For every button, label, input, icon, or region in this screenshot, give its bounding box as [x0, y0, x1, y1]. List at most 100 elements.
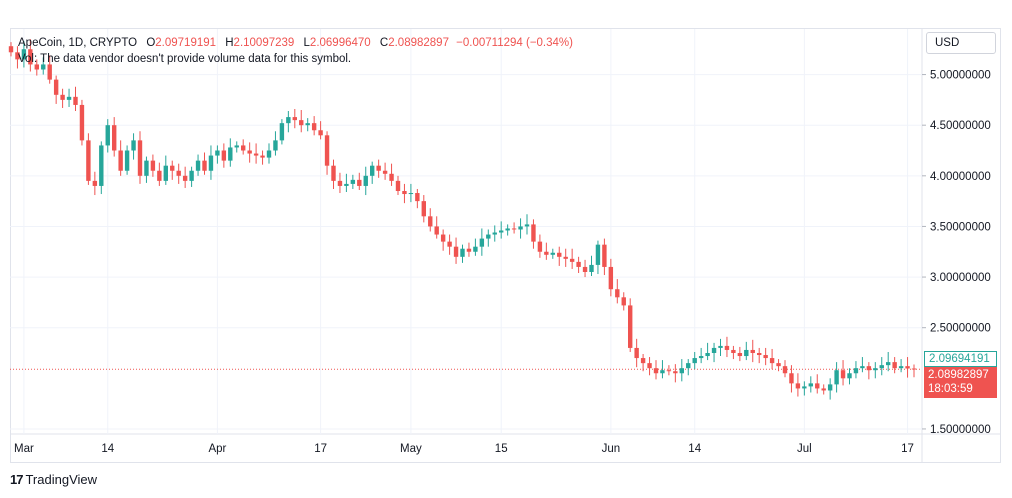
chart-frame[interactable] [10, 28, 1001, 463]
candle-body [260, 155, 265, 158]
candle [847, 368, 852, 385]
candle [557, 246, 562, 266]
brand-name: TradingView [25, 472, 98, 487]
candle-body [486, 234, 491, 239]
candle [137, 131, 143, 184]
candle [757, 347, 762, 364]
candle [853, 361, 859, 379]
candle-body [834, 370, 839, 385]
candle-body [763, 355, 768, 359]
candle [292, 108, 297, 129]
candle [428, 208, 433, 232]
candle [382, 162, 388, 180]
x-tick-label: 17 [314, 443, 327, 455]
candle-body [524, 224, 530, 227]
candle-body [557, 252, 562, 257]
candle [157, 162, 162, 186]
candle-body [182, 175, 188, 181]
candle-body [898, 366, 904, 369]
candle [34, 59, 39, 76]
candle [453, 237, 459, 264]
x-tick-label: Jun [602, 443, 621, 455]
candle-body [653, 368, 659, 374]
candle-body [750, 349, 755, 353]
candle [589, 255, 594, 277]
candle [279, 119, 285, 145]
candle-body [544, 251, 549, 255]
y-tick-label: 1.50000000 [930, 424, 991, 436]
candle [873, 362, 878, 379]
candle-body [711, 347, 717, 353]
candle-body [144, 160, 149, 176]
last-price-value: 2.08982897 [928, 369, 989, 381]
candle-body [492, 232, 497, 235]
candle-body [99, 145, 104, 186]
candle [408, 183, 414, 203]
candle-body [511, 228, 517, 230]
candle [208, 145, 214, 180]
candle-body [589, 264, 594, 272]
candle [370, 161, 375, 184]
candle-body [208, 155, 214, 171]
candle-body [815, 383, 820, 389]
candle [86, 133, 91, 185]
y-tick-label: 4.00000000 [930, 171, 991, 183]
candle-body [757, 353, 762, 356]
volume-note: Vol: The data vendor doesn't provide vol… [18, 53, 352, 65]
candle-body [376, 165, 381, 171]
change-value: −0.00711294 (−0.34%) [456, 37, 573, 49]
y-tick-label: 2.50000000 [930, 323, 991, 335]
candle [350, 174, 356, 189]
candle-body [840, 370, 846, 379]
candle [892, 357, 897, 374]
time-axis[interactable]: Mar 14 Apr 17 May 15 Jun 14 Jul 17 [14, 443, 914, 455]
candle [776, 359, 781, 372]
candle-body [112, 125, 117, 151]
candle-body [421, 201, 426, 217]
candle [331, 159, 336, 189]
candle [628, 298, 633, 352]
candle-body [440, 234, 446, 242]
currency-button[interactable]: USD [926, 32, 996, 54]
candle-body [363, 175, 368, 186]
symbol-title[interactable]: ApeCoin, 1D, CRYPTO [18, 37, 138, 49]
candle [15, 46, 20, 69]
candle [299, 110, 304, 133]
candle [447, 234, 452, 255]
candle-body [886, 362, 891, 366]
candle [499, 221, 504, 239]
candle-body [595, 244, 601, 265]
candle [273, 131, 278, 156]
price-axis[interactable]: 5.00000000 4.50000000 4.00000000 3.50000000… [922, 70, 991, 436]
candle [241, 139, 246, 155]
candle [479, 228, 485, 256]
candle [47, 55, 52, 84]
candle-body [170, 165, 175, 171]
candle [795, 373, 801, 397]
close-value: 2.08982897 [388, 37, 449, 49]
candle-body [479, 238, 485, 247]
candle [221, 143, 227, 168]
open-label: O [146, 37, 156, 49]
candle [176, 163, 181, 184]
candle-body [853, 368, 859, 374]
candle [41, 57, 46, 75]
candle [505, 224, 510, 236]
candle-body [569, 258, 575, 262]
bar-countdown: 18:03:59 [928, 383, 973, 395]
previous-price-tag: 2.09694191 [924, 351, 997, 367]
candle-body [718, 345, 723, 348]
candle-body [28, 49, 33, 65]
candle [647, 357, 652, 376]
candle [363, 166, 368, 196]
tradingview-brand[interactable]: 17 TradingView [10, 472, 97, 487]
candle [305, 118, 310, 132]
candle [660, 360, 665, 379]
candle [402, 183, 407, 204]
candle-body [118, 150, 123, 171]
candle-body [879, 365, 884, 369]
candle-body [776, 363, 781, 367]
candle-body [724, 345, 730, 350]
candle-body [66, 96, 72, 100]
